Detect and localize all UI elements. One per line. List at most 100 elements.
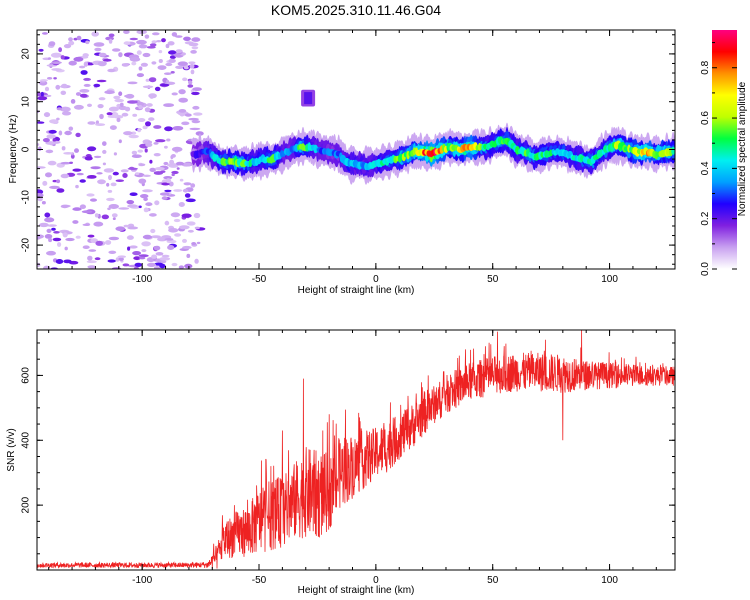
noise-blob — [102, 58, 112, 62]
noise-blob — [115, 179, 125, 182]
y-tick-label: 400 — [21, 431, 32, 448]
noise-blob — [108, 174, 112, 181]
noise-blob — [106, 197, 115, 202]
noise-blob — [49, 185, 60, 189]
noise-blob — [90, 198, 97, 202]
x-tick-label: 100 — [601, 575, 618, 586]
noise-blob — [48, 237, 53, 243]
noise-blob — [115, 257, 120, 262]
noise-blob — [161, 182, 170, 186]
noise-blob — [181, 121, 190, 126]
y-tick-label: 200 — [21, 496, 32, 513]
noise-blob — [102, 162, 106, 166]
x-tick-label: -50 — [252, 274, 267, 285]
noise-blob — [86, 193, 95, 197]
noise-blob — [57, 242, 62, 247]
noise-blob — [104, 90, 115, 95]
noise-blob — [113, 95, 121, 100]
noise-blob — [79, 204, 86, 209]
noise-blob — [80, 93, 88, 98]
noise-blob — [138, 44, 148, 49]
x-tick-label: -100 — [132, 274, 152, 285]
noise-blob — [138, 104, 143, 110]
noise-blob — [47, 224, 57, 227]
spectrogram-xlabel: Height of straight line (km) — [298, 285, 415, 296]
noise-blob — [59, 106, 71, 112]
noise-blob — [75, 92, 82, 96]
noise-blob — [90, 166, 101, 170]
noise-blob — [155, 40, 162, 43]
noise-blob — [129, 57, 141, 62]
noise-blob — [37, 96, 48, 101]
noise-blob — [176, 161, 184, 166]
noise-blob — [187, 84, 194, 88]
noise-blob — [79, 179, 86, 183]
noise-blob — [138, 178, 147, 184]
colorbar-tick-label: 0.4 — [700, 161, 711, 175]
noise-blob — [82, 245, 90, 249]
noise-blob — [48, 129, 57, 134]
noise-blob — [149, 213, 157, 217]
noise-blob — [136, 73, 144, 78]
noise-blob — [126, 235, 134, 240]
noise-blob — [106, 182, 110, 187]
noise-blob — [102, 141, 107, 147]
noise-blob — [118, 207, 130, 210]
noise-blob — [83, 61, 89, 67]
noise-blob — [129, 245, 138, 249]
noise-blob — [137, 118, 146, 122]
noise-blob — [68, 60, 77, 66]
noise-blob — [48, 41, 56, 47]
spectrogram-marks — [37, 30, 675, 269]
noise-blob — [140, 62, 148, 67]
noise-blob — [64, 246, 68, 251]
noise-blob — [107, 259, 116, 263]
noise-blob — [139, 256, 146, 260]
snr-ticks: -100 -50 0 50 100 200 400 600 — [21, 330, 675, 586]
noise-blob — [170, 212, 181, 218]
noise-blob — [68, 126, 74, 131]
noise-blob — [178, 109, 187, 113]
noise-blob — [159, 263, 166, 269]
noise-blob — [87, 265, 97, 269]
noise-blob — [164, 145, 168, 149]
noise-blob — [163, 176, 173, 180]
noise-blob — [127, 167, 138, 170]
colorbar-tick-label: 0.6 — [700, 111, 711, 125]
noise-blob — [136, 39, 147, 45]
noise-blob — [145, 121, 151, 127]
noise-blob — [189, 127, 201, 131]
noise-blob — [149, 159, 153, 164]
noise-blob — [175, 49, 183, 53]
noise-blob — [172, 126, 184, 131]
y-tick-label: 0 — [21, 146, 32, 152]
noise-blob — [115, 226, 126, 231]
noise-blob — [184, 263, 193, 269]
colorbar-label: Normalized spectral amplitude — [737, 81, 748, 216]
snr-xlabel: Height of straight line (km) — [298, 585, 415, 596]
noise-blob — [161, 38, 166, 43]
noise-blob — [123, 41, 131, 45]
noise-blob — [178, 97, 188, 103]
noise-blob — [75, 184, 79, 189]
spectrogram-ylabel: Frequency (Hz) — [8, 115, 19, 184]
noise-blob — [91, 31, 99, 37]
noise-blob — [138, 205, 142, 209]
noise-blob — [142, 189, 153, 193]
noise-blob — [166, 163, 177, 167]
noise-blob — [127, 81, 138, 85]
noise-blob — [107, 68, 116, 73]
noise-blob — [129, 37, 138, 41]
noise-blob — [111, 213, 118, 218]
noise-blob — [190, 183, 196, 188]
noise-blob — [142, 125, 148, 130]
noise-blob — [47, 57, 52, 60]
noise-blob — [179, 112, 185, 117]
noise-blob — [165, 79, 170, 83]
noise-blob — [186, 221, 196, 226]
noise-blob — [145, 202, 153, 207]
noise-blob — [142, 174, 151, 177]
noise-blob — [102, 149, 107, 154]
noise-blob — [185, 198, 196, 203]
noise-blob — [108, 106, 119, 112]
